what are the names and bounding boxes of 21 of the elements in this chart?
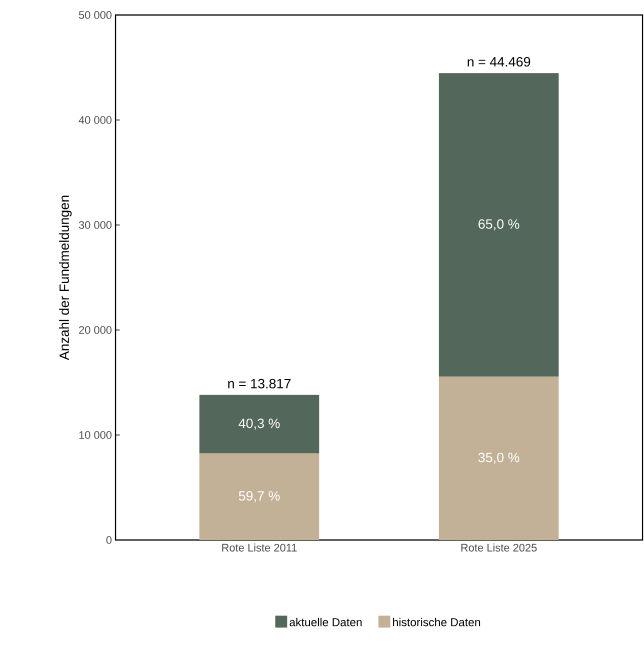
annotation: 35,0 % [478, 452, 520, 464]
x-tick-label: Rote Liste 2011 [222, 544, 297, 552]
total-label: n = 13.817 [228, 378, 291, 388]
y-tick-label: 40 000 [78, 116, 112, 124]
x-tick-label: Rote Liste 2025 [462, 544, 537, 552]
bar [439, 73, 559, 377]
legend-label: historische Daten [393, 618, 480, 626]
y-tick-label: 20 000 [79, 326, 112, 334]
bar [439, 376, 559, 540]
bar [200, 394, 320, 454]
bar [200, 453, 320, 540]
y-tick-label: 10 000 [80, 431, 112, 439]
y-axis-title: Anzahl der Fundmeldungen [59, 196, 72, 360]
legend-label: aktuelle Daten [290, 618, 362, 626]
annotation: 59,7 % [239, 491, 280, 502]
annotation: 65,0 % [478, 219, 520, 230]
y-tick-label: 50 000 [79, 11, 112, 19]
y-tick-label: 0 [106, 536, 112, 544]
annotation: 40,3 % [238, 418, 280, 430]
total-label: n = 44.469 [468, 57, 530, 67]
y-tick-label: 30 000 [79, 221, 112, 229]
